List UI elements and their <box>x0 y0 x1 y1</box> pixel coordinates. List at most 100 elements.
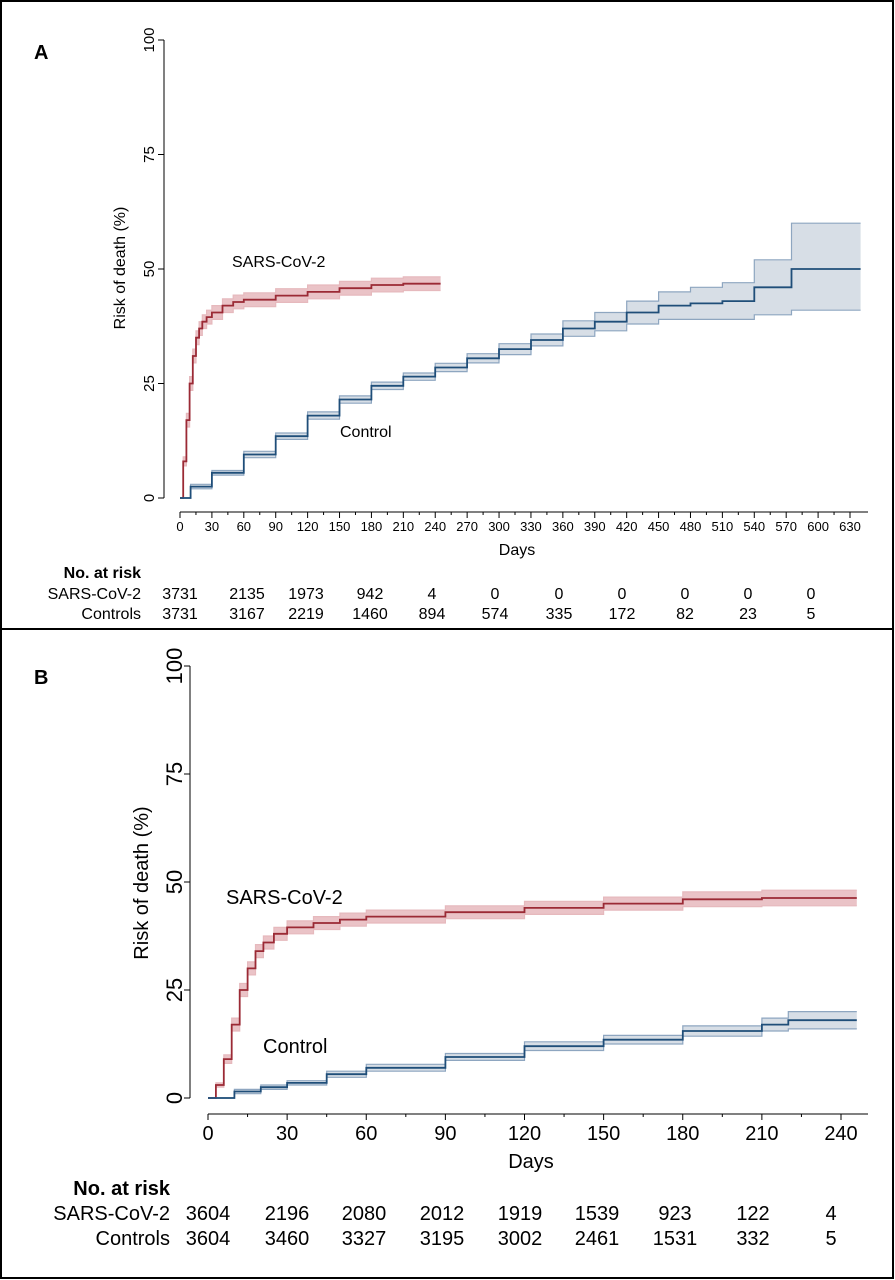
risk-table-cell: 0 <box>744 586 753 603</box>
panel-a-ylabel: Risk of death (%) <box>112 207 129 330</box>
risk-table-cell: 3604 <box>186 1203 231 1225</box>
x-tick-label: 210 <box>392 519 414 534</box>
x-tick-label: 420 <box>616 519 638 534</box>
x-tick-label: 450 <box>648 519 670 534</box>
risk-table-cell: 3604 <box>186 1228 231 1250</box>
x-tick-label: 0 <box>202 1123 213 1145</box>
risk-table-cell: 574 <box>482 606 509 623</box>
x-tick-label: 30 <box>205 519 219 534</box>
x-tick-label: 480 <box>680 519 702 534</box>
panel-a-risk-title: No. at risk <box>64 565 141 582</box>
panel-b-xlabel: Days <box>508 1151 554 1173</box>
risk-table-cell: 335 <box>546 606 573 623</box>
x-tick-label: 600 <box>807 519 829 534</box>
y-tick-label: 0 <box>141 494 158 502</box>
panel-b-frame <box>0 628 894 1279</box>
risk-table-cell: 5 <box>825 1228 836 1250</box>
risk-table-cell: 172 <box>609 606 636 623</box>
risk-table-cell: 3731 <box>162 606 198 623</box>
risk-table-cell: 1531 <box>653 1228 698 1250</box>
sars-ci-upper <box>208 889 857 1099</box>
x-tick-label: 240 <box>824 1123 857 1145</box>
risk-table-cell: 4 <box>825 1203 836 1225</box>
x-tick-label: 120 <box>297 519 319 534</box>
risk-table-cell: 3002 <box>498 1228 543 1250</box>
risk-table-cell: 3731 <box>162 586 198 603</box>
x-tick-label: 90 <box>434 1123 456 1145</box>
y-tick-label: 0 <box>162 1092 187 1104</box>
panel-b-risk-values: 3604 2196 2080 2012 1919 1539 923 122 4 3604 3460 3… <box>186 1203 837 1250</box>
sars-ci-lower <box>180 289 441 499</box>
x-tick-label: 570 <box>775 519 797 534</box>
x-tick-label: 540 <box>743 519 765 534</box>
panel-b-label: B <box>34 667 48 689</box>
panel-a-plot: 0 25 50 75 100 0 30 60 90 120 150 180 210 240 270 300 33… <box>141 27 868 534</box>
x-tick-label: 270 <box>456 519 478 534</box>
panel-a-xlabel: Days <box>499 542 535 559</box>
risk-table-cell: 2196 <box>265 1203 310 1225</box>
x-tick-label: 120 <box>508 1123 541 1145</box>
x-tick-label: 180 <box>666 1123 699 1145</box>
panel-a-label: A <box>34 42 48 64</box>
x-tick-label: 390 <box>584 519 606 534</box>
risk-table-cell: 3167 <box>229 606 265 623</box>
risk-table-cell: 2461 <box>575 1228 620 1250</box>
risk-table-cell: 2012 <box>420 1203 465 1225</box>
panel-b-risk-title: No. at risk <box>73 1178 171 1200</box>
panel-b-control-label: Control <box>263 1036 327 1058</box>
risk-table-cell: 1919 <box>498 1203 543 1225</box>
risk-table-cell: 1460 <box>352 606 388 623</box>
x-tick-label: 210 <box>745 1123 778 1145</box>
y-tick-label: 100 <box>141 27 158 52</box>
x-tick-label: 300 <box>488 519 510 534</box>
panel-a-sars-label: SARS-CoV-2 <box>232 254 325 271</box>
x-tick-label: 60 <box>355 1123 377 1145</box>
sars-ci-lower <box>208 905 857 1099</box>
x-tick-label: 60 <box>237 519 251 534</box>
risk-table-cell: 4 <box>428 586 437 603</box>
risk-table-cell: 332 <box>736 1228 769 1250</box>
risk-table-cell: 3327 <box>342 1228 387 1250</box>
panel-b-risk-row-sars-label: SARS-CoV-2 <box>53 1203 170 1225</box>
control-ci-band <box>208 1011 857 1098</box>
risk-table-cell: 2135 <box>229 586 265 603</box>
risk-table-cell: 23 <box>739 606 757 623</box>
risk-table-cell: 2080 <box>342 1203 387 1225</box>
sars-survival-line <box>208 897 857 1099</box>
x-tick-label: 240 <box>424 519 446 534</box>
control-survival-line <box>208 1019 857 1099</box>
risk-table-cell: 2219 <box>288 606 324 623</box>
y-tick-label: 25 <box>162 978 187 1002</box>
x-tick-label: 30 <box>276 1123 298 1145</box>
y-tick-label: 75 <box>162 762 187 786</box>
y-tick-label: 25 <box>141 375 158 392</box>
risk-table-cell: 5 <box>807 606 816 623</box>
y-tick-label: 100 <box>162 648 187 685</box>
risk-table-cell: 894 <box>419 606 446 623</box>
risk-table-cell: 0 <box>681 586 690 603</box>
control-survival-line <box>180 268 861 499</box>
x-tick-label: 150 <box>587 1123 620 1145</box>
panel-a-risk-row-sars-label: SARS-CoV-2 <box>48 586 141 603</box>
risk-table-cell: 0 <box>807 586 816 603</box>
risk-table-cell: 1973 <box>288 586 324 603</box>
risk-table-cell: 923 <box>658 1203 691 1225</box>
x-tick-label: 180 <box>361 519 383 534</box>
risk-table-cell: 942 <box>357 586 384 603</box>
control-ci-lower <box>180 309 861 499</box>
y-tick-label: 50 <box>162 870 187 894</box>
panel-a-risk-row-controls-label: Controls <box>81 606 141 623</box>
risk-table-cell: 0 <box>491 586 500 603</box>
panel-b-plot: 0 25 50 75 100 0 30 60 90 120 150 180 210 240 <box>162 648 868 1145</box>
panel-a-risk-values: 3731 2135 1973 942 4 0 0 0 0 0 0 3731 3167 2219 1460 89… <box>162 586 815 623</box>
panel-b: B Risk of death (%) Days 0 25 50 75 100 0 30 60… <box>0 628 894 1279</box>
risk-table-cell: 122 <box>736 1203 769 1225</box>
y-tick-label: 50 <box>141 261 158 278</box>
risk-table-cell: 1539 <box>575 1203 620 1225</box>
sars-survival-line <box>180 282 441 499</box>
panel-b-risk-row-controls-label: Controls <box>96 1228 170 1250</box>
panel-b-ylabel: Risk of death (%) <box>131 806 153 959</box>
x-tick-label: 150 <box>329 519 351 534</box>
